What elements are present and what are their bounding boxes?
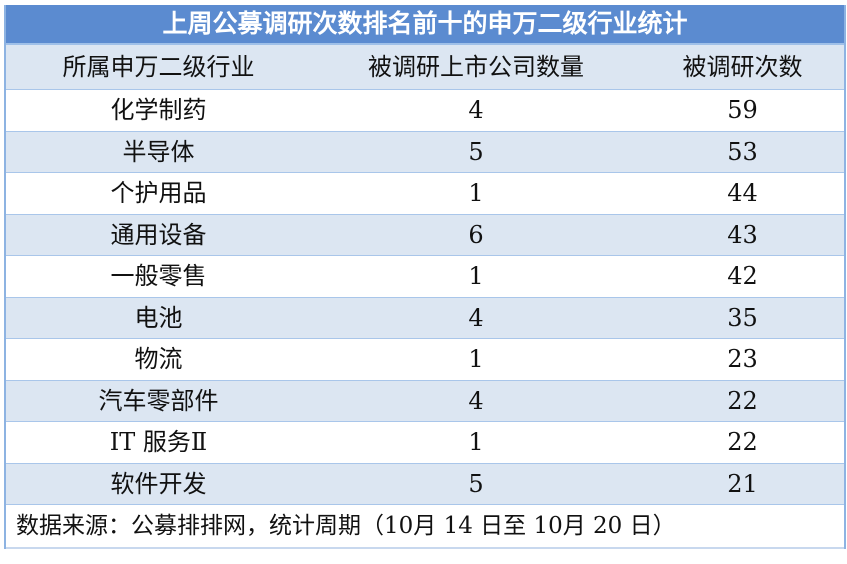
table-row: 通用设备 6 43 — [6, 214, 844, 256]
cell-count: 44 — [727, 179, 758, 207]
cell-companies: 1 — [468, 262, 484, 290]
cell-count: 53 — [727, 137, 758, 166]
table-row: 一般零售 1 42 — [6, 256, 844, 298]
cell-companies: 5 — [468, 137, 484, 166]
cell-count: 59 — [727, 96, 758, 124]
cell-companies: 4 — [468, 386, 484, 415]
cell-count: 22 — [727, 386, 758, 415]
cell-companies: 5 — [468, 469, 484, 498]
cell-industry: 软件开发 — [110, 469, 207, 498]
cell-industry: 汽车零部件 — [98, 386, 219, 415]
cell-industry: 电池 — [134, 303, 183, 332]
cell-count: 35 — [727, 303, 758, 332]
cell-industry: 通用设备 — [110, 220, 207, 249]
table-row: 化学制药 4 59 — [6, 90, 844, 132]
cell-count: 23 — [727, 345, 758, 373]
table-row: 电池 4 35 — [6, 297, 844, 339]
cell-industry: 一般零售 — [110, 262, 207, 290]
table-row: IT 服务Ⅱ 1 22 — [6, 422, 844, 464]
cell-count: 21 — [727, 469, 758, 498]
cell-companies: 1 — [468, 179, 484, 207]
cell-count: 42 — [727, 262, 758, 290]
cell-industry: 物流 — [134, 345, 183, 373]
cell-companies: 4 — [468, 303, 484, 332]
cell-count: 22 — [727, 428, 758, 456]
cell-companies: 1 — [468, 428, 484, 456]
cell-companies: 4 — [468, 96, 484, 124]
industry-table: 上周公募调研次数排名前十的申万二级行业统计 所属申万二级行业 被调研上市公司数量… — [4, 5, 846, 549]
table-row: 物流 1 23 — [6, 339, 844, 381]
cell-companies: 6 — [468, 220, 484, 249]
data-source-note: 数据来源：公募排排网，统计周期（10月 14 日至 10月 20 日） — [6, 505, 844, 549]
table-row: 汽车零部件 4 22 — [6, 380, 844, 422]
header-row: 所属申万二级行业 被调研上市公司数量 被调研次数 — [6, 45, 844, 90]
table-row: 软件开发 5 21 — [6, 463, 844, 505]
table-row: 半导体 5 53 — [6, 131, 844, 173]
cell-industry: 个护用品 — [110, 179, 207, 207]
table-title: 上周公募调研次数排名前十的申万二级行业统计 — [6, 5, 844, 45]
header-industry: 所属申万二级行业 — [62, 53, 255, 81]
cell-count: 43 — [727, 220, 758, 249]
header-companies: 被调研上市公司数量 — [368, 53, 584, 81]
cell-companies: 1 — [468, 345, 484, 373]
table-row: 个护用品 1 44 — [6, 173, 844, 215]
cell-industry: 半导体 — [122, 137, 195, 166]
cell-industry: 化学制药 — [110, 96, 207, 124]
header-count: 被调研次数 — [682, 53, 803, 81]
cell-industry: IT 服务Ⅱ — [109, 428, 208, 456]
